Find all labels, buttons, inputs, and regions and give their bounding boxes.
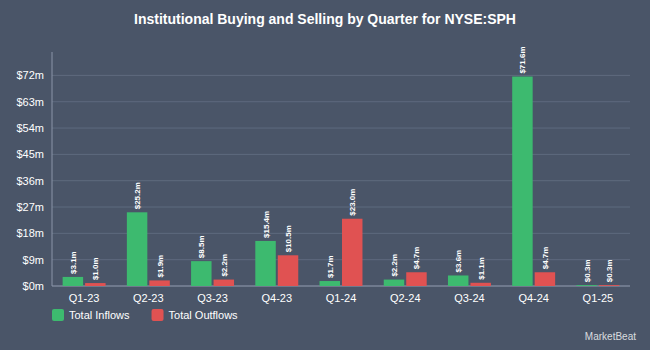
y-tick-label: $54m: [16, 122, 44, 134]
bar: [214, 280, 234, 286]
data-label: $1.7m: [326, 255, 335, 278]
y-tick-label: $45m: [16, 148, 44, 160]
data-labels: $3.1m $25.2m $8.5m $15.4m $1.7m $2.2m $3.6m $71…: [69, 46, 614, 282]
data-label: $25.2m: [133, 182, 142, 209]
bar: [470, 283, 490, 286]
grid-line: [52, 101, 630, 102]
x-tick-label: Q3-24: [454, 292, 485, 304]
background: [0, 0, 650, 350]
data-label: $4.7m: [412, 247, 421, 270]
y-tick-label: $63m: [16, 96, 44, 108]
data-label: $1.9m: [156, 255, 165, 278]
bar: [63, 277, 83, 286]
data-label: $2.2m: [390, 254, 399, 277]
bar: [85, 283, 105, 286]
bar: [127, 212, 147, 286]
x-tick-label: Q3-23: [197, 292, 228, 304]
y-tick-label: $18m: [16, 227, 44, 239]
y-tick-label: $9m: [23, 254, 44, 266]
legend-label: Total Outflows: [169, 309, 239, 321]
data-label: $15.4m: [262, 211, 271, 238]
y-tick-label: $36m: [16, 175, 44, 187]
y-tick-label: $72m: [16, 69, 44, 81]
bar: [448, 275, 468, 286]
legend-label: Total Inflows: [69, 309, 130, 321]
y-tick-label: $0m: [23, 280, 44, 292]
data-label: $0.3m: [605, 259, 614, 282]
data-label: $8.5m: [197, 235, 206, 258]
legend-swatch: [152, 309, 164, 321]
grid-line: [52, 154, 630, 155]
x-tick-label: Q2-24: [390, 292, 421, 304]
x-tick-label: Q4-24: [518, 292, 549, 304]
x-tick-label: Q1-24: [326, 292, 357, 304]
grid-line: [52, 75, 630, 76]
legend: Total Inflows Total Outflows: [52, 309, 238, 321]
x-tick-label: Q4-23: [261, 292, 292, 304]
data-label: $3.1m: [69, 251, 78, 274]
y-tick-label: $27m: [16, 201, 44, 213]
bars: [63, 77, 620, 286]
x-tick-label: Q1-23: [69, 292, 100, 304]
bar: [512, 77, 532, 286]
x-tick-label: Q2-23: [133, 292, 164, 304]
data-label: $1.0m: [91, 257, 100, 280]
bar: [384, 280, 404, 286]
x-tick-label: Q1-25: [583, 292, 614, 304]
data-label: $3.6m: [454, 250, 463, 273]
grid-line: [52, 128, 630, 129]
bar: [149, 280, 169, 286]
bar: [599, 285, 619, 286]
data-label: $4.7m: [541, 247, 550, 270]
bar: [406, 272, 426, 286]
data-label: $1.1m: [477, 257, 486, 280]
bar: [342, 219, 362, 286]
data-label: $23.0m: [348, 189, 357, 216]
data-label: $0.3m: [583, 259, 592, 282]
bar: [535, 272, 555, 286]
grid-line: [52, 180, 630, 181]
data-label: $10.5m: [284, 225, 293, 252]
bar: [576, 285, 596, 286]
bar: [320, 281, 340, 286]
y-axis-line: [52, 52, 53, 286]
bar: [255, 241, 275, 286]
data-label: $2.2m: [220, 254, 229, 277]
grid: [52, 75, 630, 286]
watermark: MarketBeat: [585, 331, 636, 342]
bar: [278, 255, 298, 286]
title: Institutional Buying and Selling by Quar…: [134, 11, 516, 27]
chart: Institutional Buying and Selling by Quar…: [0, 0, 650, 350]
bar: [191, 261, 211, 286]
legend-swatch: [52, 309, 64, 321]
data-label: $71.6m: [518, 46, 527, 73]
